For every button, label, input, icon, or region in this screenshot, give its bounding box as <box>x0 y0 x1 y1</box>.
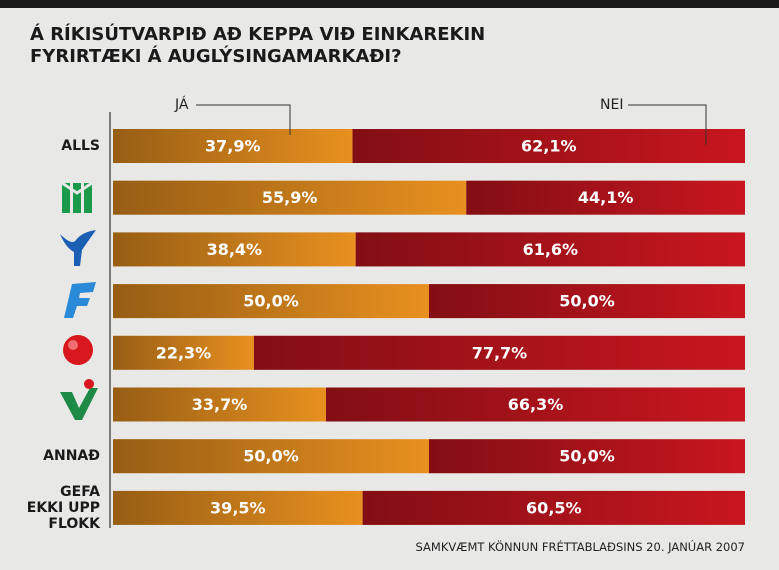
legend-label: JÁ <box>174 96 189 113</box>
party-logo <box>60 379 98 420</box>
value-label: 62,1% <box>521 137 577 156</box>
category-label: ANNAÐ <box>43 448 100 465</box>
legend-label: NEI <box>600 97 623 113</box>
bar-shade <box>113 439 429 474</box>
party-logo <box>64 282 96 318</box>
bar-shade <box>113 180 467 215</box>
top-bar <box>0 0 779 8</box>
value-label: 39,5% <box>210 498 266 517</box>
bar-shade <box>113 490 363 525</box>
bar-shade <box>466 180 745 215</box>
value-label: 66,3% <box>508 395 564 414</box>
bar-shade <box>113 284 429 319</box>
bar-shade <box>352 129 745 163</box>
value-label: 50,0% <box>243 292 299 311</box>
value-label: 77,7% <box>472 343 528 362</box>
category-label: ALLS <box>61 138 100 154</box>
party-logo <box>60 230 96 266</box>
footnote: SAMKVÆMT KÖNNUN FRÉTTABLAÐSINS 20. JANÚA… <box>415 540 745 554</box>
value-label: 60,5% <box>526 498 582 517</box>
value-label: 38,4% <box>207 240 263 259</box>
bar-shade <box>113 129 353 163</box>
value-label: 55,9% <box>262 188 318 207</box>
party-logo <box>63 335 93 365</box>
value-label: 50,0% <box>559 447 615 466</box>
value-label: 33,7% <box>192 395 248 414</box>
legend-connector <box>628 104 707 145</box>
party-logo <box>61 181 93 213</box>
value-label: 44,1% <box>578 188 634 207</box>
value-label: 61,6% <box>523 240 579 259</box>
legend-connector <box>196 104 291 135</box>
bar-shade <box>113 387 326 422</box>
bar-shade <box>325 387 745 422</box>
bar-shade <box>429 284 745 319</box>
chart-title: Á RÍKISÚTVARPIÐ AÐ KEPPA VIÐ EINKAREKIN … <box>30 24 486 67</box>
value-label: 50,0% <box>243 447 299 466</box>
bar-shade <box>253 335 745 370</box>
bar-shade <box>429 439 745 474</box>
bar-shade <box>113 335 254 370</box>
value-label: 22,3% <box>156 343 212 362</box>
value-label: 50,0% <box>559 292 615 311</box>
value-label: 37,9% <box>205 137 261 156</box>
bar-shade <box>362 490 745 525</box>
category-label: GEFA EKKI UPP FLOKK <box>26 483 100 532</box>
bar-shade <box>113 232 356 267</box>
bar-shade <box>355 232 745 267</box>
